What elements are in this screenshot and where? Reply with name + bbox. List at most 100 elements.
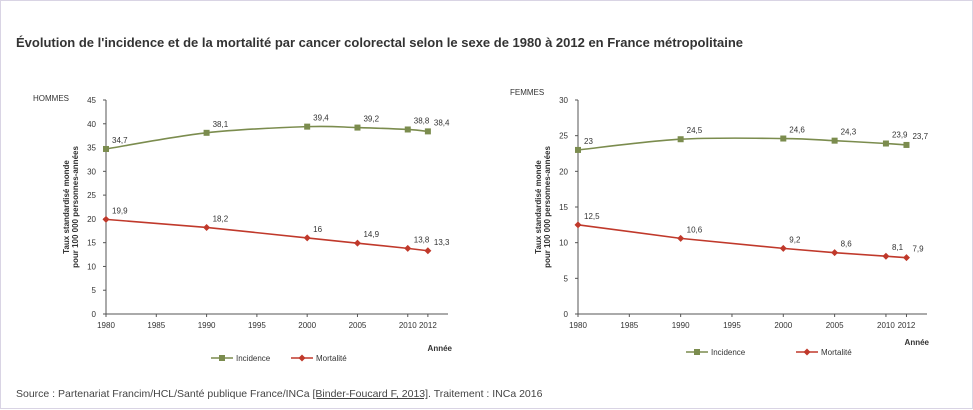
- mortalite-line: [105, 218, 428, 252]
- incidence-line: [577, 137, 907, 151]
- y-tick-label: 35: [87, 144, 96, 153]
- incidence-marker: [203, 129, 210, 136]
- mortalite-marker: [424, 247, 432, 255]
- x-tick-label: 2000: [774, 321, 792, 330]
- x-tick-label: 2005: [349, 321, 367, 330]
- y-axis-title: Taux standardisé mondepour 100 000 perso…: [534, 146, 552, 268]
- y-tick-label: 5: [92, 286, 97, 295]
- mortalite-data-label: 13,8: [414, 235, 430, 244]
- incidence-marker: [780, 135, 787, 142]
- x-tick-label: 2000: [298, 321, 316, 330]
- source-note: Source : Partenariat Francim/HCL/Santé p…: [16, 388, 542, 400]
- source-prefix: Source : Partenariat Francim/HCL/Santé p…: [16, 388, 313, 400]
- y-tick-label: 0: [564, 310, 569, 319]
- mortalite-marker: [102, 215, 110, 223]
- panel-label: FEMMES: [510, 88, 544, 97]
- y-tick-label: 15: [559, 203, 568, 212]
- incidence-marker: [304, 123, 311, 130]
- legend-mortalite-label: Mortalité: [316, 354, 347, 363]
- mortalite-marker: [677, 234, 685, 242]
- incidence-marker: [882, 140, 889, 147]
- incidence-data-label: 24,6: [789, 126, 805, 135]
- incidence-data-label: 23,7: [912, 132, 928, 141]
- mortalite-data-label: 7,9: [912, 245, 924, 254]
- mortalite-marker: [902, 254, 910, 262]
- incidence-data-label: 23,9: [892, 131, 908, 140]
- mortalite-marker: [882, 252, 890, 260]
- x-tick-label: 1980: [97, 321, 115, 330]
- y-tick-label: 30: [87, 167, 96, 176]
- legend-mortalite-marker: [803, 348, 811, 356]
- source-reference-link[interactable]: [Binder-Foucard F, 2013]: [312, 388, 429, 400]
- legend-incidence-marker: [694, 349, 700, 355]
- mortalite-marker: [831, 249, 839, 257]
- mortalite-data-label: 18,2: [213, 214, 229, 223]
- y-tick-label: 10: [559, 239, 568, 248]
- panel-label: HOMMES: [33, 94, 69, 103]
- x-tick-label: 2012: [898, 321, 916, 330]
- y-axis-title: Taux standardisé mondepour 100 000 perso…: [62, 146, 80, 268]
- y-tick-label: 10: [87, 262, 96, 271]
- y-tick-label: 0: [92, 310, 97, 319]
- incidence-data-label: 38,1: [213, 120, 229, 129]
- x-tick-label: 1985: [620, 321, 638, 330]
- incidence-data-label: 24,5: [687, 126, 703, 135]
- mortalite-data-label: 8,6: [841, 240, 853, 249]
- mortalite-marker: [404, 244, 412, 252]
- legend-incidence-label: Incidence: [711, 348, 746, 357]
- legend-mortalite-marker: [298, 354, 306, 362]
- x-axis-title: Année: [428, 344, 453, 353]
- y-tick-label: 20: [559, 167, 568, 176]
- x-tick-label: 1985: [147, 321, 165, 330]
- mortalite-data-label: 12,5: [584, 212, 600, 221]
- mortalite-marker: [203, 223, 211, 231]
- y-tick-label: 25: [559, 132, 568, 141]
- incidence-data-label: 39,4: [313, 114, 329, 123]
- mortalite-data-label: 10,6: [687, 225, 703, 234]
- incidence-data-label: 24,3: [841, 128, 857, 137]
- mortalite-line: [577, 224, 907, 259]
- incidence-marker: [404, 126, 411, 133]
- legend-mortalite-label: Mortalité: [821, 348, 852, 357]
- y-tick-label: 5: [564, 274, 569, 283]
- x-tick-label: 1990: [672, 321, 690, 330]
- x-tick-label: 2005: [826, 321, 844, 330]
- x-tick-label: 1980: [569, 321, 587, 330]
- mortalite-data-label: 9,2: [789, 235, 801, 244]
- incidence-marker: [677, 136, 684, 143]
- figure-title: Évolution de l'incidence et de la mortal…: [16, 35, 744, 50]
- mortalite-marker: [574, 221, 582, 229]
- mortalite-data-label: 19,9: [112, 206, 128, 215]
- legend-incidence-label: Incidence: [236, 354, 271, 363]
- mortalite-data-label: 13,3: [434, 238, 450, 247]
- y-tick-label: 15: [87, 239, 96, 248]
- incidence-marker: [903, 141, 910, 148]
- x-tick-label: 1995: [723, 321, 741, 330]
- y-tick-label: 40: [87, 120, 96, 129]
- mortalite-marker: [779, 244, 787, 252]
- legend-incidence-marker: [219, 355, 225, 361]
- incidence-data-label: 38,8: [414, 116, 430, 125]
- incidence-marker: [354, 124, 361, 131]
- incidence-marker: [575, 146, 581, 153]
- mortalite-marker: [303, 234, 311, 242]
- y-tick-label: 25: [87, 191, 96, 200]
- x-tick-label: 2012: [419, 321, 437, 330]
- x-tick-label: 2010: [877, 321, 895, 330]
- incidence-data-label: 23: [584, 137, 593, 146]
- x-tick-label: 1990: [198, 321, 216, 330]
- incidence-marker: [103, 145, 109, 152]
- x-tick-label: 2010: [399, 321, 417, 330]
- source-suffix: . Traitement : INCa 2016: [428, 388, 543, 400]
- mortalite-data-label: 8,1: [892, 243, 904, 252]
- y-tick-label: 20: [87, 215, 96, 224]
- incidence-data-label: 39,2: [363, 115, 379, 124]
- mortalite-data-label: 14,9: [363, 230, 379, 239]
- y-tick-label: 45: [87, 96, 96, 105]
- y-tick-label: 30: [559, 96, 568, 105]
- mortalite-marker: [353, 239, 361, 247]
- x-axis-title: Année: [905, 338, 930, 347]
- incidence-marker: [831, 137, 838, 144]
